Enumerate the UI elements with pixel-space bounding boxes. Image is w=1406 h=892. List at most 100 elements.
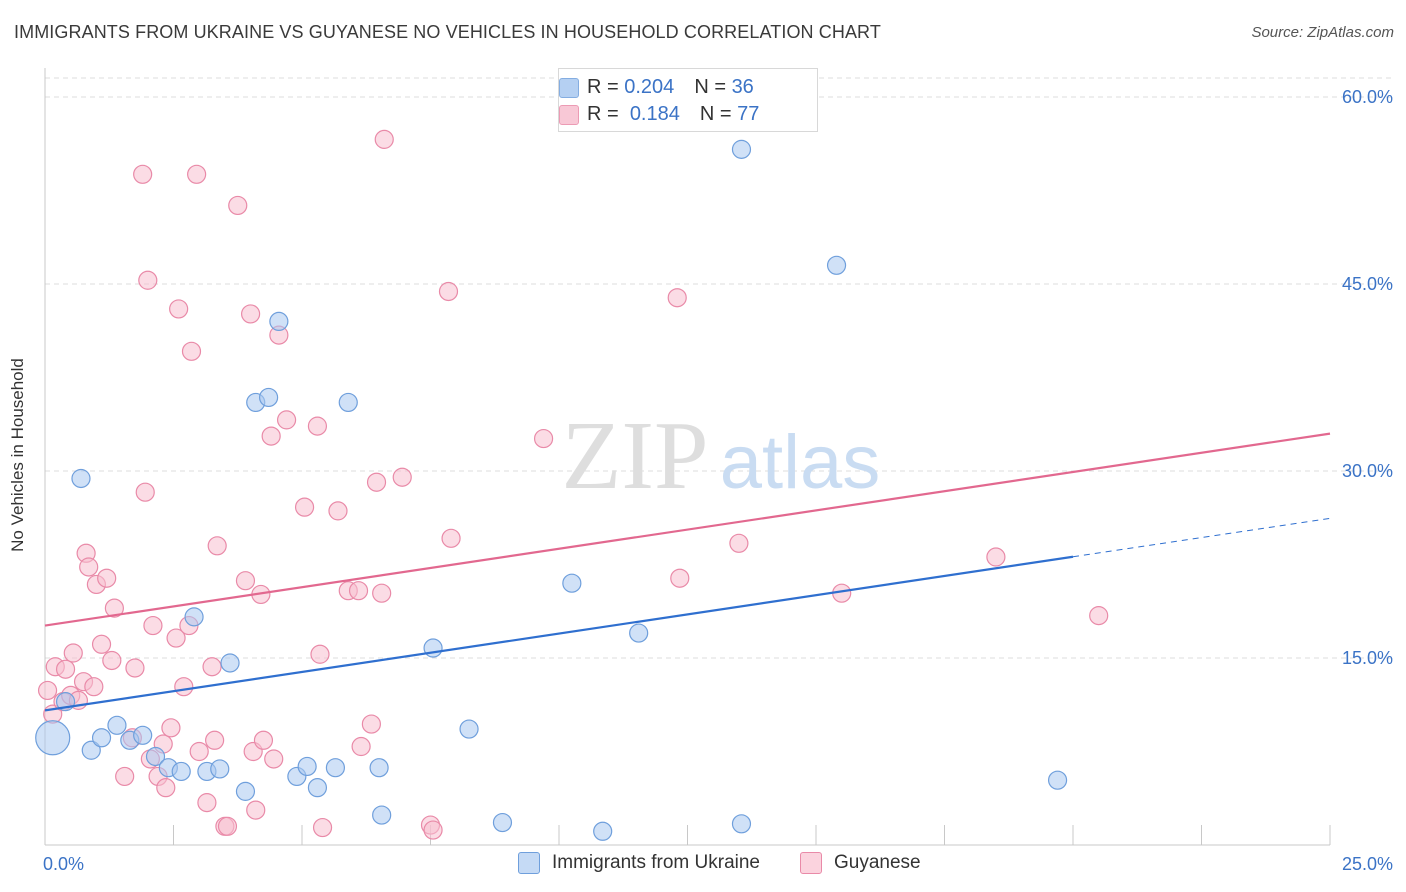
point-ukraine [35, 720, 71, 756]
point-guyanese [166, 628, 186, 648]
point-guyanese [37, 680, 58, 701]
legend-r-label: R = [587, 75, 619, 98]
point-guyanese [138, 270, 158, 290]
chart-title: IMMIGRANTS FROM UKRAINE VS GUYANESE NO V… [14, 22, 881, 42]
point-guyanese [207, 536, 227, 556]
legend-n-value: 77 [737, 102, 760, 125]
trend-line-ukraine-extension [1072, 517, 1331, 558]
point-guyanese [729, 533, 749, 553]
point-ukraine [593, 821, 613, 841]
point-guyanese [189, 741, 209, 762]
point-guyanese [366, 472, 387, 492]
point-ukraine [145, 746, 166, 767]
legend-row-guyanese: R = 0.184 N = 77 [559, 102, 760, 126]
point-ukraine [171, 761, 191, 782]
trend-line-guyanese [44, 432, 1331, 627]
y-tick-label: 15.0% [1342, 648, 1393, 668]
point-ukraine [338, 392, 358, 413]
point-guyanese [135, 482, 155, 502]
point-guyanese [91, 634, 112, 654]
source-label: Source: ZipAtlas.com [1251, 24, 1394, 41]
point-guyanese [84, 677, 104, 697]
point-guyanese [235, 571, 256, 591]
point-ukraine [210, 759, 230, 779]
point-guyanese [310, 644, 330, 664]
point-ukraine [325, 758, 346, 778]
legend-swatch-ukraine [518, 852, 540, 874]
point-guyanese [102, 650, 122, 671]
legend-r-value: 0.204 [624, 75, 675, 98]
trend-line-ukraine [44, 555, 1074, 712]
point-guyanese [97, 568, 117, 588]
series-guyanese [37, 129, 1109, 840]
point-guyanese [307, 416, 328, 436]
legend-label-guyanese: Guyanese [834, 852, 921, 873]
grid-lines [45, 77, 1393, 659]
point-guyanese [241, 304, 261, 324]
point-ukraine [297, 756, 317, 777]
point-guyanese [392, 467, 412, 487]
point-ukraine [459, 719, 479, 739]
legend-swatch-guyanese [559, 105, 579, 125]
point-guyanese [351, 736, 371, 757]
watermark-atlas: atlas [720, 420, 881, 505]
point-guyanese [202, 657, 222, 677]
point-guyanese [372, 583, 392, 603]
point-guyanese [264, 749, 284, 769]
point-ukraine [220, 653, 240, 673]
point-ukraine [1047, 770, 1068, 790]
tick-labels: 15.0% 30.0% 45.0% 60.0% 0.0% 25.0% [43, 87, 1393, 874]
legend-n-label: N = [694, 75, 726, 98]
legend-swatch-guyanese [800, 852, 822, 874]
point-ukraine [107, 715, 127, 735]
point-guyanese [205, 730, 225, 750]
point-guyanese [217, 816, 238, 836]
trend-lines [44, 432, 1331, 712]
point-guyanese [143, 615, 163, 636]
x-tick-label: 0.0% [43, 854, 84, 874]
point-guyanese [55, 659, 76, 679]
point-guyanese [361, 714, 381, 734]
point-ukraine [184, 607, 204, 627]
point-guyanese [174, 677, 194, 697]
point-guyanese [125, 658, 145, 678]
point-guyanese [667, 288, 687, 308]
point-ukraine [258, 387, 279, 408]
correlation-legend: R = 0.204 N = 36 R = 0.184 N = 77 [558, 68, 818, 132]
point-guyanese [253, 730, 274, 750]
point-ukraine [372, 805, 392, 825]
watermark-zip: ZIP [562, 402, 709, 510]
point-ukraine [269, 311, 289, 331]
point-ukraine [492, 812, 513, 833]
point-ukraine [133, 725, 153, 745]
point-guyanese [261, 426, 281, 446]
point-ukraine [71, 468, 91, 489]
point-guyanese [1089, 606, 1109, 626]
point-guyanese [115, 766, 135, 787]
point-guyanese [228, 195, 248, 216]
point-ukraine [731, 814, 752, 834]
legend-swatch-ukraine [559, 78, 579, 98]
watermark: ZIP atlas [562, 402, 881, 510]
point-ukraine [562, 573, 582, 593]
point-guyanese [328, 501, 348, 521]
point-ukraine [307, 778, 328, 798]
legend-r-label: R = [587, 102, 619, 125]
point-guyanese [156, 778, 176, 798]
point-guyanese [438, 281, 459, 302]
point-guyanese [533, 428, 554, 449]
point-guyanese [276, 410, 297, 430]
point-guyanese [294, 497, 315, 517]
point-guyanese [63, 643, 83, 663]
legend-label-ukraine: Immigrants from Ukraine [552, 852, 760, 873]
point-ukraine [235, 781, 256, 801]
point-guyanese [348, 581, 369, 601]
y-tick-label: 30.0% [1342, 461, 1393, 481]
point-ukraine [369, 758, 389, 778]
point-guyanese [169, 299, 189, 319]
point-guyanese [312, 817, 333, 838]
legend-item-ukraine: Immigrants from Ukraine [518, 852, 760, 874]
point-ukraine [826, 255, 847, 275]
point-guyanese [133, 164, 153, 184]
